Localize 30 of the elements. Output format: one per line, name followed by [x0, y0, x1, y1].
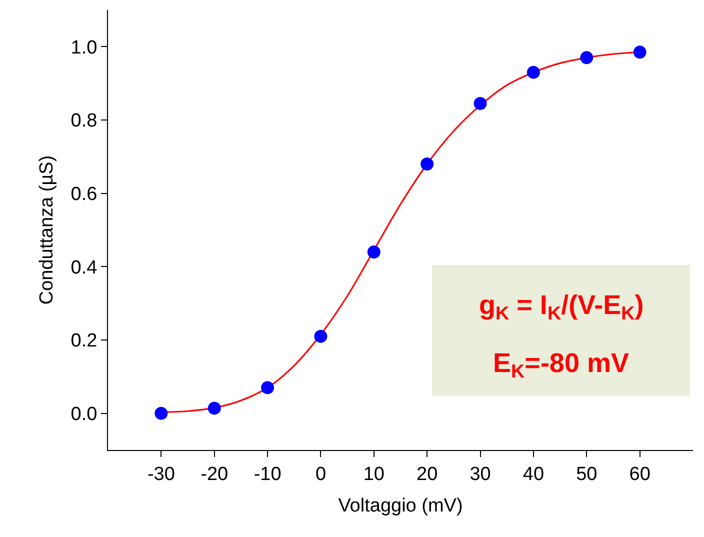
point — [474, 97, 487, 110]
x-tick-label: 60 — [629, 464, 650, 485]
y-axis-title: Conduttanza (µS) — [36, 155, 58, 305]
y-tick-label: 0.4 — [70, 257, 98, 278]
point — [367, 246, 380, 258]
x-tick-label: 20 — [416, 464, 438, 485]
y-tick-label: 1.0 — [70, 37, 98, 58]
x-tick-label: 0 — [315, 464, 326, 485]
x-axis-title: Voltaggio (mV) — [338, 496, 463, 517]
x-tick-label: 50 — [576, 464, 598, 485]
point — [580, 51, 594, 64]
x-tick-label: -10 — [254, 464, 282, 485]
point — [261, 381, 274, 394]
x-tick-label: -20 — [200, 464, 228, 485]
point — [526, 66, 540, 79]
annotation: E$_{K}$=-80 mV — [493, 348, 629, 383]
x-tick-label: -30 — [147, 464, 175, 485]
point — [420, 158, 434, 170]
x-tick-label: 30 — [470, 464, 491, 485]
point — [154, 406, 168, 420]
y-tick-label: 0.6 — [70, 184, 98, 205]
y-tick-label: 0.0 — [70, 404, 98, 425]
point — [314, 330, 328, 343]
y-tick-label: 0.2 — [70, 330, 98, 352]
y-tick-label: 0.8 — [70, 110, 98, 132]
x-tick-label: 40 — [522, 464, 544, 485]
x-tick-label: 10 — [363, 464, 384, 485]
point — [633, 46, 646, 59]
point — [208, 402, 221, 415]
annotation: g$_{K}$ = I$_{K}$/(V-E$_{K}$) — [479, 290, 644, 325]
